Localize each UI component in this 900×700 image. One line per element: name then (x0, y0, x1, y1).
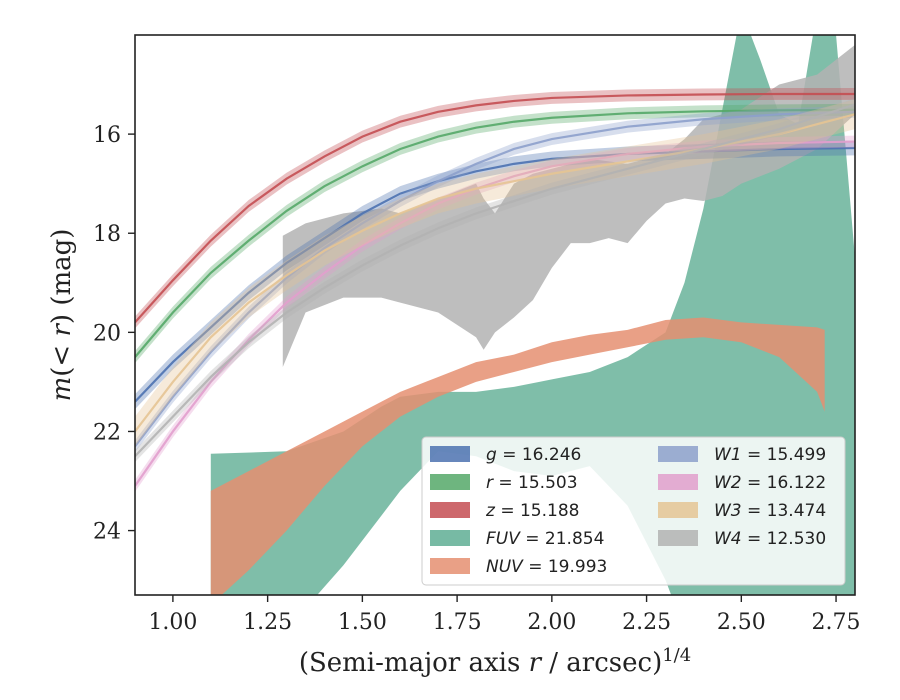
x-tick-label: 2.00 (527, 610, 576, 635)
x-tick-label: 1.25 (243, 610, 292, 635)
legend-swatch-w1 (658, 446, 698, 462)
w4-series-line (135, 103, 855, 457)
legend-label-r: r = 15.503 (486, 473, 578, 493)
legend-label-w1: W1 = 15.499 (714, 445, 826, 465)
plot-frame (134, 34, 856, 596)
y-tick-label: 18 (93, 222, 121, 247)
legend-swatch-z (430, 502, 470, 518)
legend: g = 16.246 r = 15.503 z = 15.188 FUV = 21.8… (421, 436, 846, 586)
x-tick-label: 1.75 (433, 610, 482, 635)
legend-swatch-nuv (430, 558, 470, 574)
y-tick-label: 22 (93, 420, 121, 445)
x-tick-label: 2.25 (622, 610, 671, 635)
x-tick-label: 1.50 (338, 610, 387, 635)
w4-band-band (282, 44, 855, 368)
y-tick-label: 20 (93, 321, 121, 346)
r-series-line (135, 108, 855, 358)
g-series-line (135, 146, 855, 403)
x-tick-label: 1.00 (148, 610, 197, 635)
legend-label-w3: W3 = 13.474 (714, 501, 826, 521)
y-axis-title: m(< r) (mag) (47, 229, 77, 402)
z-series-line (135, 92, 855, 324)
legend-label-fuv: FUV = 21.854 (486, 529, 604, 549)
w1-uncertainty-band (135, 105, 855, 453)
legend-swatch-w3 (658, 502, 698, 518)
legend-label-nuv: NUV = 19.993 (486, 557, 607, 577)
x-tick-label: 2.50 (717, 610, 766, 635)
y-tick-label: 16 (93, 123, 121, 148)
w1-series-line (135, 110, 855, 447)
legend-label-w2: W2 = 16.122 (714, 473, 826, 493)
w2-uncertainty-band (135, 135, 855, 492)
x-tick-label: 2.75 (812, 610, 861, 635)
y-axis: 16 18 20 22 24 (93, 123, 135, 545)
legend-swatch-w4 (658, 530, 698, 546)
y-tick-label: 24 (93, 520, 121, 545)
g-uncertainty-band (135, 140, 855, 410)
w3-series-line (135, 113, 855, 433)
legend-label-z: z = 15.188 (485, 501, 579, 521)
legend-box (421, 436, 846, 586)
legend-swatch-fuv (430, 530, 470, 546)
nuv-band (210, 317, 825, 595)
legend-label-w4: W4 = 12.530 (714, 529, 826, 549)
legend-swatch-w2 (658, 474, 698, 490)
legend-swatch-r (430, 474, 470, 490)
x-axis: 1.00 1.25 1.50 1.75 2.00 2.25 2.50 2.75 (148, 595, 861, 635)
legend-label-g: g = 16.246 (486, 445, 581, 465)
x-axis-title: (Semi-major axis r / arcsec)1/4 (299, 645, 691, 678)
legend-swatch-g (430, 446, 470, 462)
